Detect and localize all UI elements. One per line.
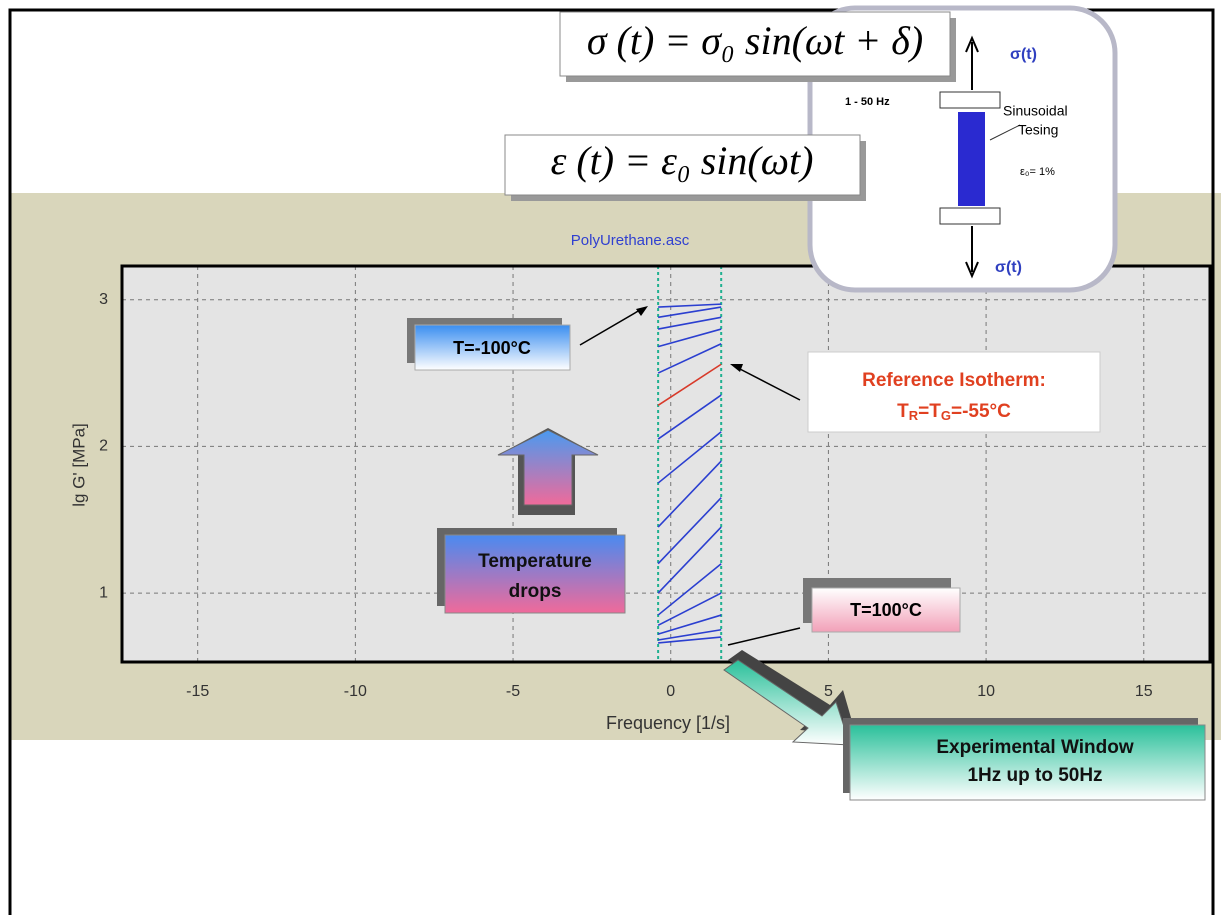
sigma-label: σ(t) <box>1010 46 1037 63</box>
slide: PolyUrethane.asc Frequency [1/s] lg G' [… <box>0 0 1221 915</box>
x-tick-label: -10 <box>344 683 367 700</box>
clamp <box>940 92 1000 108</box>
temperature-label: drops <box>509 581 562 602</box>
x-tick-label: 5 <box>824 683 833 700</box>
y-tick-label: 2 <box>99 438 108 455</box>
text-part: =-55°C <box>951 401 1011 422</box>
y-tick-label: 3 <box>99 291 108 308</box>
clamp <box>940 208 1000 224</box>
x-tick-label: 10 <box>977 683 995 700</box>
y-axis-label: lg G' [MPa] <box>69 423 88 507</box>
sigma-label: σ(t) <box>995 259 1022 276</box>
reference-label: Reference Isotherm: <box>862 370 1046 391</box>
plot-area <box>122 266 1210 662</box>
text-part: T <box>897 401 909 422</box>
x-tick-label: 0 <box>666 683 675 700</box>
text-part: =T <box>918 401 941 422</box>
x-tick-label: -5 <box>506 683 520 700</box>
cold-label: T=-100°C <box>453 338 531 358</box>
frequency-label: 1 - 50 Hz <box>845 96 890 108</box>
specimen <box>958 112 985 206</box>
subscript: G <box>941 408 951 423</box>
hot-label: T=100°C <box>850 600 922 620</box>
temperature-label: Temperature <box>478 551 592 572</box>
window-label: 1Hz up to 50Hz <box>967 765 1102 786</box>
equation: σ (t) = σ₀ sin(ωt + δ) <box>587 18 923 63</box>
test-label: Sinusoidal <box>1003 103 1068 119</box>
x-tick-label: -15 <box>186 683 209 700</box>
x-tick-label: 15 <box>1135 683 1153 700</box>
equation: ε (t) = ε₀ sin(ωt) <box>551 138 814 183</box>
y-tick-label: 1 <box>99 584 108 601</box>
strain-label: ε₀= 1% <box>1020 166 1055 178</box>
window-label: Experimental Window <box>936 737 1133 758</box>
test-label: Tesing <box>1018 122 1058 138</box>
chart-title: PolyUrethane.asc <box>571 232 690 249</box>
x-axis-label: Frequency [1/s] <box>606 713 730 733</box>
